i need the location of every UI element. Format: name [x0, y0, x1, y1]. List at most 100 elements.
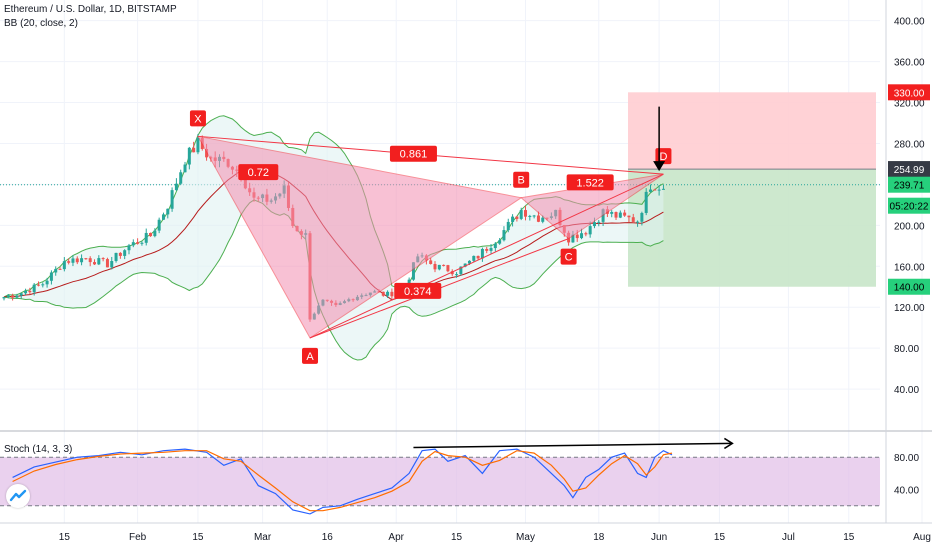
time-tick-label: Feb — [129, 532, 147, 543]
last-price-label: 239.71 — [894, 181, 925, 192]
candle-body — [114, 252, 118, 262]
candle-body — [610, 212, 614, 214]
candle-body — [41, 284, 45, 286]
time-tick-label: Jul — [782, 532, 795, 543]
candle-body — [519, 210, 523, 219]
candle-body — [450, 271, 454, 275]
time-tick-label: 15 — [843, 532, 855, 543]
point-label-box — [560, 248, 577, 265]
take-profit-zone — [628, 169, 876, 287]
point-label-c: C — [565, 252, 573, 264]
price-tick-label: 280.00 — [894, 139, 925, 150]
candle-body — [196, 137, 200, 153]
candle-body — [592, 222, 596, 227]
candle-body — [649, 189, 652, 192]
candle-body — [644, 191, 648, 213]
candle-body — [149, 232, 153, 237]
candle-body — [28, 290, 32, 293]
candle-body — [381, 291, 385, 296]
point-label-a: A — [306, 351, 314, 363]
candle-body — [62, 261, 66, 270]
price-tick-label: 360.00 — [894, 58, 925, 69]
candle-body — [636, 221, 640, 223]
candle-body — [123, 250, 127, 256]
candle-body — [463, 263, 467, 267]
price-tick-label: 320.00 — [894, 99, 925, 110]
candle-body — [24, 290, 28, 294]
candle-body — [32, 284, 36, 293]
candle-body — [528, 215, 532, 217]
symbol-title: Ethereum / U.S. Dollar, 1D, BITSTAMP — [4, 4, 177, 15]
candle-body — [390, 291, 394, 297]
candle-body — [19, 293, 23, 296]
candle-body — [485, 249, 489, 251]
candle-body — [442, 264, 446, 266]
candle-body — [71, 258, 75, 263]
ratio-label-box — [389, 145, 437, 162]
candle-body — [506, 221, 510, 231]
candle-body — [571, 234, 575, 243]
candle-body — [2, 297, 6, 299]
candle-body — [105, 259, 109, 268]
stoch-d-line — [12, 450, 673, 512]
harmonic-pattern: X A B C D 0.72 0.861 0.374 1.522 — [189, 106, 672, 364]
candle-body — [84, 258, 88, 260]
stoch-tick-label: 40.00 — [894, 486, 919, 497]
point-label-x: X — [194, 113, 202, 125]
xab-triangle — [196, 135, 523, 339]
time-tick-label: Aug — [913, 532, 931, 543]
target-price-label: 140.00 — [894, 283, 925, 294]
candle-body — [97, 258, 101, 265]
ratio-label: 1.522 — [576, 177, 604, 189]
candle-body — [541, 217, 545, 222]
candle-body — [623, 212, 627, 216]
candle-body — [661, 188, 665, 190]
bb-indicator-legend: BB (20, close, 2) — [4, 18, 78, 29]
candle-body — [429, 260, 433, 264]
stop-price-label: 330.00 — [894, 88, 925, 99]
price-tick-label: 160.00 — [894, 262, 925, 273]
candle-body — [472, 255, 476, 261]
stoch-tick-label: 80.00 — [894, 453, 919, 464]
candle-body — [170, 190, 174, 209]
candle-body — [157, 219, 161, 231]
ratio-label-box — [566, 174, 614, 191]
last-price-label-bg — [888, 176, 930, 193]
candle-body — [386, 291, 390, 296]
candle-body — [480, 249, 484, 259]
stop-price-label-bg — [888, 84, 930, 101]
candle-body — [161, 214, 165, 220]
time-tick-label: 15 — [192, 532, 204, 543]
candle-body — [575, 234, 579, 239]
candle-body — [88, 258, 92, 263]
point-label-box — [302, 347, 319, 364]
candle-body — [205, 149, 209, 158]
candle-body — [515, 216, 519, 219]
time-tick-label: 15 — [59, 532, 71, 543]
stoch-k-line — [12, 448, 673, 515]
candle-body — [580, 233, 584, 239]
candle-body — [187, 147, 191, 165]
pattern-leg — [309, 173, 664, 339]
candle-body — [67, 261, 71, 263]
down-arrow-head — [653, 161, 666, 172]
price-tick-label: 80.00 — [894, 344, 919, 355]
candle-body — [489, 248, 493, 251]
tradingview-logo-icon — [9, 489, 27, 502]
ratio-label: 0.861 — [400, 149, 428, 161]
price-tick-label: 40.00 — [894, 385, 919, 396]
candle-body — [476, 255, 480, 259]
candle-body — [618, 212, 622, 218]
candle-body — [93, 262, 97, 265]
ratio-label: 0.374 — [404, 286, 432, 298]
time-tick-label: Apr — [388, 532, 404, 543]
candle-body — [131, 242, 135, 246]
ratio-label-box — [238, 164, 279, 181]
bb-lower-band — [3, 199, 664, 361]
candle-body — [446, 265, 450, 272]
candle-body — [45, 280, 49, 285]
candle-body — [36, 284, 40, 286]
entry-price-label-bg — [888, 161, 930, 178]
price-tick-label: 400.00 — [894, 17, 925, 28]
